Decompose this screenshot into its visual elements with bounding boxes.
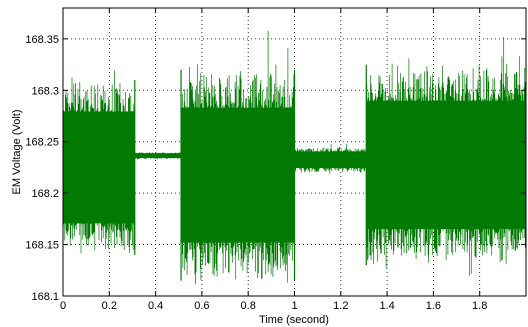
x-tick-label: 1.4: [379, 300, 394, 312]
x-axis-title: Time (second): [259, 314, 329, 326]
x-tick-label: 0.2: [102, 300, 117, 312]
y-axis-title: EM Voltage (Volt): [11, 110, 23, 195]
x-tick-label: 1.2: [333, 300, 348, 312]
x-tick-label: 0.6: [194, 300, 209, 312]
signal-noise: [63, 70, 135, 254]
signal-segment: [180, 30, 295, 285]
tick-marks: [62, 8, 526, 297]
x-tick-label: 0.8: [241, 300, 256, 312]
signal-series: [63, 30, 526, 285]
y-tick-label: 168.15: [25, 240, 59, 252]
y-tick-label: 168.3: [31, 85, 59, 97]
x-tick-label: 0.4: [148, 300, 163, 312]
y-tick-label: 168.2: [31, 188, 59, 200]
signal-segment: [63, 70, 135, 254]
signal-segment: [365, 37, 526, 276]
x-tick-labels: 0 0.2 0.4 0.6 0.8 1 1.2 1.4 1.6 1.8: [60, 300, 487, 312]
x-tick-label: 1.6: [426, 300, 441, 312]
y-tick-label: 168.25: [25, 137, 59, 149]
x-tick-label: 1.8: [472, 300, 487, 312]
y-tick-labels: 168.1 168.15 168.2 168.25 168.3 168.35: [25, 34, 59, 303]
y-tick-label: 168.35: [25, 34, 59, 46]
y-tick-label: 168.1: [31, 291, 59, 303]
x-tick-label: 0: [60, 300, 66, 312]
x-tick-label: 1: [291, 300, 297, 312]
